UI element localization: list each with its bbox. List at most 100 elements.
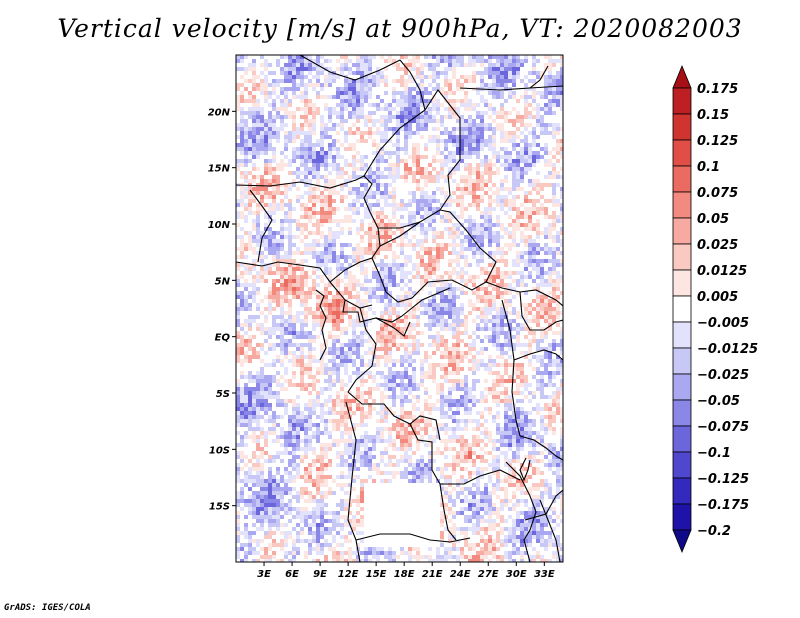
field-cell (252, 399, 256, 403)
field-cell (308, 231, 312, 235)
field-cell (448, 275, 452, 279)
field-cell (472, 383, 476, 387)
field-cell (384, 167, 388, 171)
field-cell (532, 239, 536, 243)
field-cell (532, 55, 536, 59)
field-cell (472, 187, 476, 191)
field-cell (428, 263, 432, 267)
field-cell (488, 303, 492, 307)
field-cell (472, 59, 476, 63)
field-cell (300, 371, 304, 375)
field-cell (408, 323, 412, 327)
field-cell (272, 71, 276, 75)
field-cell (548, 171, 552, 175)
field-cell (328, 219, 332, 223)
field-cell (328, 75, 332, 79)
field-cell (432, 367, 436, 371)
field-cell (344, 207, 348, 211)
field-cell (340, 99, 344, 103)
field-cell (360, 203, 364, 207)
field-cell (452, 343, 456, 347)
field-cell (548, 163, 552, 167)
field-cell (468, 123, 472, 127)
field-cell (448, 415, 452, 419)
field-cell (348, 231, 352, 235)
field-cell (344, 63, 348, 67)
field-cell (264, 95, 268, 99)
field-cell (292, 359, 296, 363)
field-cell (412, 403, 416, 407)
field-cell (236, 211, 240, 215)
field-cell (496, 251, 500, 255)
field-cell (508, 95, 512, 99)
field-cell (516, 143, 520, 147)
field-cell (284, 75, 288, 79)
field-cell (508, 299, 512, 303)
field-cell (540, 231, 544, 235)
field-cell (292, 283, 296, 287)
field-cell (472, 359, 476, 363)
field-cell (400, 335, 404, 339)
field-cell (292, 271, 296, 275)
field-cell (388, 327, 392, 331)
field-cell (556, 391, 560, 395)
field-cell (280, 339, 284, 343)
field-cell (420, 359, 424, 363)
field-cell (480, 59, 484, 63)
field-cell (464, 95, 468, 99)
field-cell (516, 127, 520, 131)
field-cell (384, 287, 388, 291)
field-cell (308, 427, 312, 431)
field-cell (556, 315, 560, 319)
field-cell (324, 399, 328, 403)
field-cell (496, 371, 500, 375)
field-cell (528, 163, 532, 167)
field-cell (308, 359, 312, 363)
field-cell (248, 239, 252, 243)
field-cell (532, 91, 536, 95)
field-cell (552, 215, 556, 219)
field-cell (476, 263, 480, 267)
field-cell (280, 71, 284, 75)
field-cell (288, 343, 292, 347)
field-cell (372, 179, 376, 183)
field-cell (524, 251, 528, 255)
field-cell (408, 191, 412, 195)
field-cell (432, 231, 436, 235)
field-cell (484, 139, 488, 143)
field-cell (324, 167, 328, 171)
field-cell (240, 359, 244, 363)
field-cell (292, 411, 296, 415)
field-cell (464, 235, 468, 239)
field-cell (328, 311, 332, 315)
field-cell (248, 267, 252, 271)
field-cell (476, 335, 480, 339)
field-cell (532, 407, 536, 411)
field-cell (332, 207, 336, 211)
field-cell (300, 67, 304, 71)
field-cell (376, 243, 380, 247)
field-cell (336, 263, 340, 267)
field-cell (272, 211, 276, 215)
field-cell (240, 303, 244, 307)
field-cell (496, 191, 500, 195)
field-cell (236, 383, 240, 387)
field-cell (248, 95, 252, 99)
field-cell (404, 371, 408, 375)
field-cell (492, 271, 496, 275)
field-cell (408, 67, 412, 71)
field-cell (276, 391, 280, 395)
field-cell (244, 375, 248, 379)
field-cell (468, 139, 472, 143)
field-cell (368, 279, 372, 283)
field-cell (520, 327, 524, 331)
field-cell (332, 139, 336, 143)
field-cell (304, 207, 308, 211)
field-cell (420, 255, 424, 259)
field-cell (344, 419, 348, 423)
field-cell (336, 175, 340, 179)
field-cell (400, 247, 404, 251)
field-cell (316, 291, 320, 295)
field-cell (456, 347, 460, 351)
field-cell (444, 147, 448, 151)
